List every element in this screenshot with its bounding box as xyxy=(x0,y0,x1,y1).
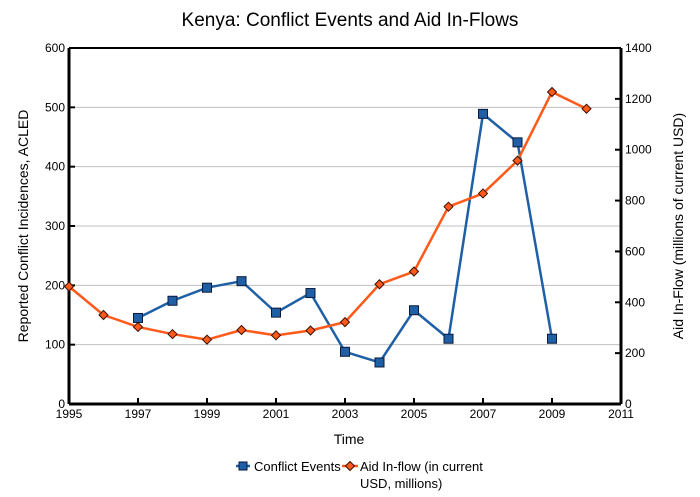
aid-inflow-point xyxy=(546,86,558,98)
conflict-events-point xyxy=(409,305,419,316)
y-tick-label-right: 1200 xyxy=(625,92,652,106)
aid-inflow-point xyxy=(512,155,523,166)
conflict-events-point xyxy=(547,333,557,344)
aid-inflow-point xyxy=(132,321,144,333)
x-tick-label: 2005 xyxy=(401,407,428,421)
y-tick-label-right: 800 xyxy=(625,194,645,208)
aid-inflow-point xyxy=(339,316,351,328)
conflict-events-point xyxy=(512,137,523,148)
y-tick-label-left: 300 xyxy=(45,219,65,233)
legend-conflict-events-label: Conflict Events xyxy=(254,459,341,474)
x-tick-label: 1997 xyxy=(125,407,152,421)
y-tick-label-right: 1000 xyxy=(625,143,652,157)
aid-inflow-point xyxy=(270,330,282,341)
chart-title: Kenya: Conflict Events and Aid In-Flows xyxy=(182,10,519,31)
aid-inflow-line xyxy=(68,90,588,341)
y-tick-label-left: 100 xyxy=(45,338,65,352)
x-tick-label: 1995 xyxy=(56,407,83,421)
y-tick-label-left: 500 xyxy=(45,100,65,114)
tick-labels: 0 100 200 300 400 500 600 0 200 400 600 800 1000 1200… xyxy=(45,41,652,421)
conflict-events-point xyxy=(271,307,281,318)
aid-inflow-point xyxy=(98,309,109,321)
y-tick-label-left: 200 xyxy=(45,278,65,292)
y-tick-label-right: 0 xyxy=(625,397,632,411)
y-tick-label-left: 400 xyxy=(45,160,65,174)
aid-inflow-point xyxy=(581,103,592,114)
y-tick-label-right: 600 xyxy=(625,244,645,258)
aid-inflow-point xyxy=(443,201,454,212)
x-tick-label: 1999 xyxy=(194,407,221,421)
aid-inflow-point xyxy=(63,281,75,292)
conflict-events-point xyxy=(167,295,178,306)
conflict-events-point xyxy=(340,346,350,357)
series-layer xyxy=(63,86,592,368)
aid-inflow-point xyxy=(305,325,316,336)
conflict-events-point xyxy=(478,108,488,119)
x-tick-label: 2011 xyxy=(608,407,634,421)
x-tick-label: 2001 xyxy=(263,407,290,421)
x-tick-label: 2009 xyxy=(539,407,566,421)
y-tick-label-right: 1400 xyxy=(625,41,652,55)
conflict-events-point xyxy=(443,333,454,344)
conflict-events-point xyxy=(305,288,316,299)
legend-aid-inflow-label: USD, millions) xyxy=(360,476,442,491)
legend: Conflict Events Aid In-flow (in current US… xyxy=(236,459,483,491)
x-axis-label: Time xyxy=(334,431,365,447)
legend-aid-inflow-label: Aid In-flow (in current xyxy=(360,459,483,474)
y-axis-label-left: Reported Conflict Incidences, ACLED xyxy=(15,110,31,343)
conflict-events-point xyxy=(374,357,385,368)
conflict-events-point xyxy=(202,282,212,293)
legend-aid-inflow-marker xyxy=(344,460,356,472)
conflict-events-point xyxy=(236,276,247,287)
aid-inflow-point xyxy=(201,334,213,345)
aid-inflow-point xyxy=(477,188,489,199)
y-tick-label-left: 600 xyxy=(45,41,65,55)
x-tick-label: 2003 xyxy=(332,407,359,421)
axes xyxy=(67,47,623,406)
x-tick-label: 2007 xyxy=(470,407,497,421)
aid-inflow-point xyxy=(408,266,420,277)
aid-inflow-point xyxy=(167,328,178,340)
legend-conflict-events-marker xyxy=(238,461,248,471)
y-axis-label-right: Aid In-Flow (millions of current USD) xyxy=(670,113,686,339)
y-tick-label-left: 0 xyxy=(58,397,65,411)
conflict-events-point xyxy=(133,312,143,323)
gridlines xyxy=(69,106,621,346)
aid-inflow-point xyxy=(374,279,385,290)
aid-inflow-point xyxy=(236,324,247,336)
y-tick-label-right: 200 xyxy=(625,346,645,360)
y-tick-label-right: 400 xyxy=(625,295,645,309)
